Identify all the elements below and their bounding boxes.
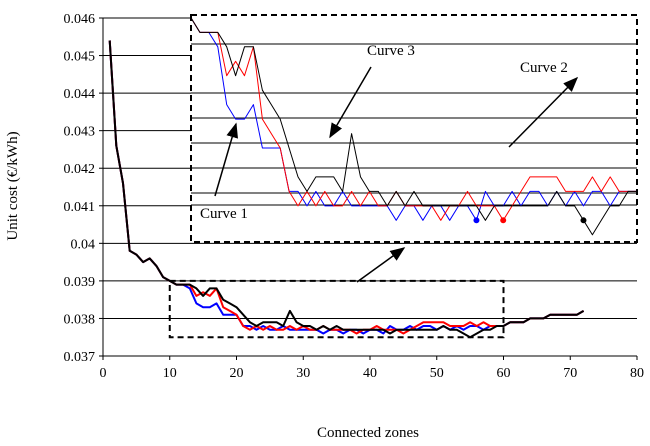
x-tick-label: 60 — [497, 366, 511, 381]
x-tick-label: 50 — [430, 366, 444, 381]
curve-3-arrow — [329, 66, 372, 139]
y-tick-label: 0.041 — [64, 200, 96, 215]
y-tick-label: 0.042 — [64, 162, 96, 177]
x-axis-label: Connected zones — [317, 425, 419, 441]
y-tick-labels: 0.037 0.038 0.039 0.04 0.041 0.042 0.043 0.044 0… — [64, 12, 96, 365]
curve-2-label: Curve 2 — [520, 60, 568, 76]
x-tick-labels: 0 10 20 30 40 50 60 70 80 — [100, 366, 645, 381]
x-tick-label: 40 — [363, 366, 377, 381]
y-axis-label: Unit cost (€/kWh) — [5, 131, 21, 240]
inset-marker-3 — [580, 217, 587, 224]
y-tick-label: 0.04 — [71, 237, 96, 252]
annotation-arrows — [214, 66, 579, 283]
axes — [99, 17, 638, 360]
inset-marker-2 — [500, 217, 507, 224]
inset-frame — [191, 15, 637, 242]
curve-3-label: Curve 3 — [367, 43, 415, 59]
y-tick-label: 0.038 — [64, 312, 96, 327]
y-tick-label: 0.046 — [64, 12, 96, 27]
x-tick-label: 10 — [163, 366, 177, 381]
y-tick-label: 0.043 — [64, 125, 96, 140]
x-tick-label: 30 — [296, 366, 310, 381]
curve-2-arrow — [508, 76, 579, 148]
inset-series-line-2 — [190, 17, 637, 221]
curve-1-label: Curve 1 — [200, 206, 248, 222]
x-tick-label: 70 — [563, 366, 577, 381]
zoom-window — [168, 279, 505, 339]
inset-series-line-3 — [190, 17, 637, 236]
zoom-arrow — [356, 247, 406, 283]
inset-border — [190, 14, 638, 243]
x-tick-label: 0 — [100, 366, 107, 381]
curve-annotations: Curve 1 Curve 2 Curve 3 — [200, 43, 568, 222]
y-tick-label: 0.044 — [64, 87, 96, 102]
curve-1-arrow — [214, 122, 238, 197]
inset-marker-1 — [473, 217, 480, 224]
y-tick-label: 0.045 — [64, 50, 96, 65]
y-tick-label: 0.037 — [64, 350, 96, 365]
inset-plot — [190, 14, 638, 243]
series-line-3 — [108, 40, 585, 339]
x-tick-label: 80 — [630, 366, 644, 381]
y-tick-label: 0.039 — [64, 275, 96, 290]
plot-area — [108, 40, 585, 339]
inset-background — [191, 15, 637, 242]
x-tick-label: 20 — [230, 366, 244, 381]
